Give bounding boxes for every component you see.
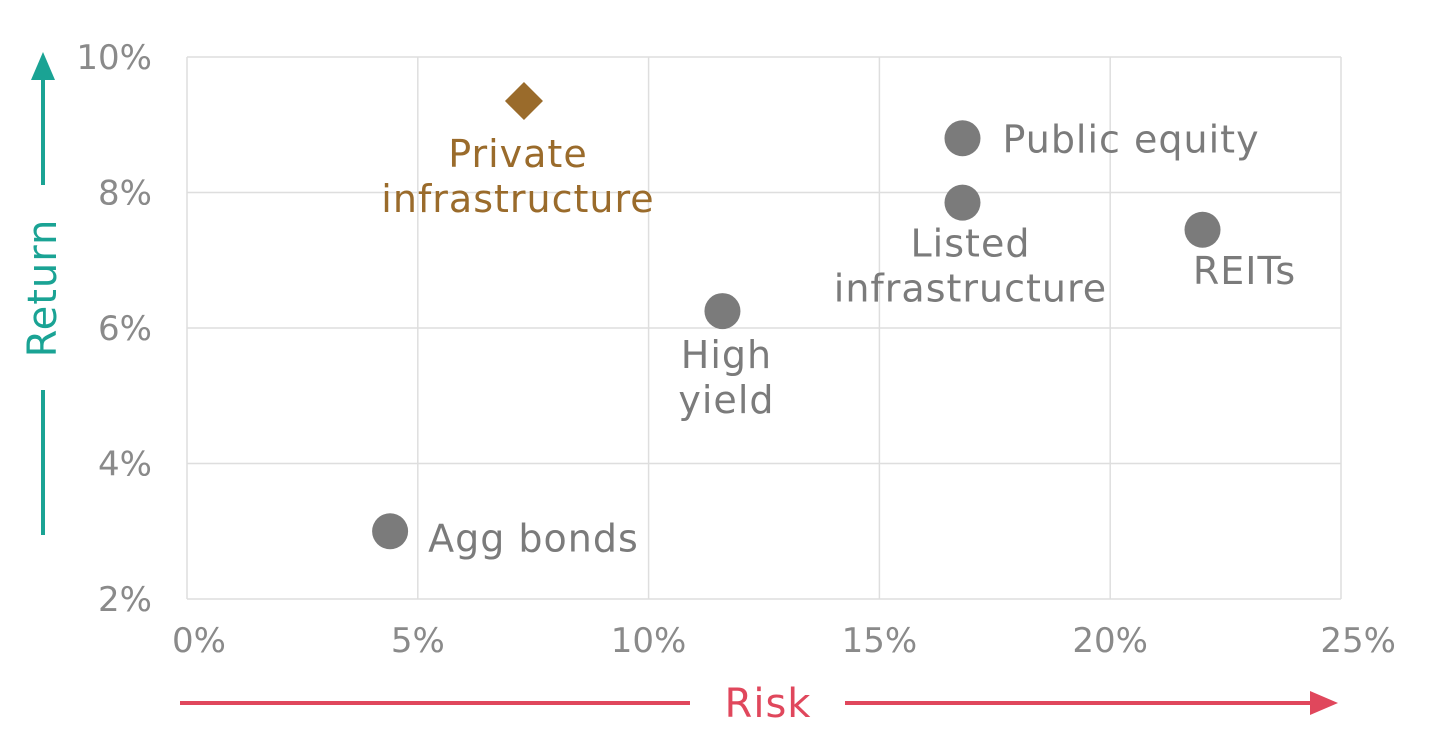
return-arrow-head <box>31 52 55 80</box>
data-points <box>372 82 1221 550</box>
y-tick-label: 4% <box>98 445 152 485</box>
x-tick-label: 10% <box>611 621 687 661</box>
data-point <box>704 293 741 330</box>
return-axis-indicator: Return <box>20 52 66 535</box>
point-label: Listed <box>911 222 1031 266</box>
y-tick-labels: 2% 4% 6% 8% 10% <box>76 38 152 620</box>
data-point <box>944 184 981 221</box>
y-tick-label: 6% <box>98 309 152 349</box>
data-point <box>944 120 981 157</box>
point-label: infrastructure <box>834 267 1107 311</box>
point-label: REITs <box>1193 249 1296 293</box>
x-tick-label: 0% <box>172 621 226 661</box>
x-tick-label: 20% <box>1072 621 1148 661</box>
risk-axis-indicator: Risk <box>180 681 1338 727</box>
point-label: Agg bonds <box>428 516 639 560</box>
point-label: Private <box>448 132 587 176</box>
point-label: yield <box>678 378 774 422</box>
data-point <box>1184 211 1221 248</box>
x-tick-label: 25% <box>1320 621 1396 661</box>
risk-arrow-head <box>1310 691 1338 715</box>
x-axis-title: Risk <box>725 681 812 727</box>
x-tick-labels: 0% 5% 10% 15% 20% 25% <box>172 621 1396 661</box>
data-point <box>372 513 409 550</box>
y-tick-label: 8% <box>98 174 152 214</box>
point-label: High <box>681 333 772 377</box>
x-tick-label: 15% <box>842 621 918 661</box>
data-point-diamond <box>504 82 543 121</box>
y-axis-title: Return <box>20 219 66 358</box>
y-tick-label: 2% <box>98 580 152 620</box>
point-label: infrastructure <box>381 177 654 221</box>
point-label: Public equity <box>1002 117 1259 161</box>
y-tick-label: 10% <box>76 38 152 78</box>
grid <box>186 56 1342 600</box>
x-tick-label: 5% <box>391 621 445 661</box>
